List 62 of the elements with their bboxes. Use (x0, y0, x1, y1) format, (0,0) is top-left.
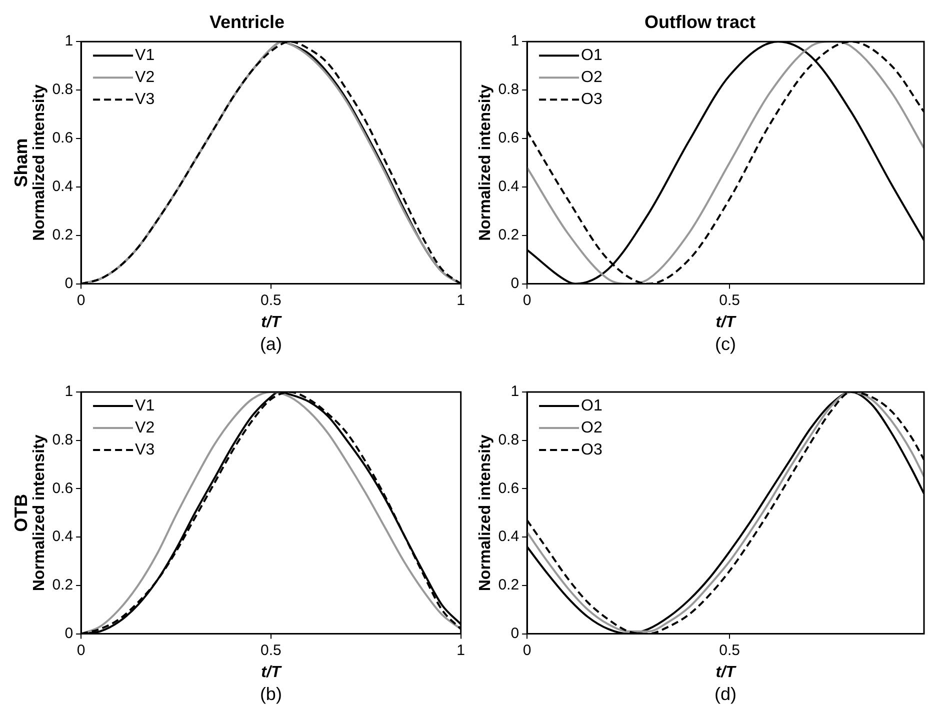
y-tick-label: 0.6 (52, 480, 74, 497)
legend-label: V2 (135, 69, 155, 86)
y-tick-label: 0.8 (52, 81, 74, 98)
y-tick-label: 1 (510, 32, 520, 50)
y-axis-title: Normalized intensity (31, 84, 48, 241)
text: (b) (260, 684, 282, 704)
legend-label: O2 (581, 419, 602, 436)
y-tick-label: 0.6 (52, 130, 74, 147)
y-tick-label: 0 (64, 274, 74, 292)
x-axis-title: t/T (716, 664, 737, 681)
x-tick-label: 1 (456, 642, 465, 659)
legend-label: V1 (135, 47, 155, 64)
legend-label: O3 (581, 441, 602, 458)
y-tick-label: 1 (510, 383, 520, 400)
y-axis-title: Normalized intensity (31, 434, 48, 592)
y-tick-label: 0 (64, 624, 74, 642)
legend-label: V2 (135, 419, 155, 436)
x-tick-label: 0.5 (260, 642, 282, 659)
x-tick-label: 0 (76, 292, 86, 309)
x-tick-label: 0.5 (719, 292, 740, 309)
x-axis-title: t/T (261, 664, 282, 681)
text: OTB (10, 494, 31, 532)
y-tick-label: 0 (510, 624, 520, 642)
y-tick-label: 0.8 (52, 432, 74, 448)
x-axis-title: t/T (261, 314, 282, 331)
legend-label: V3 (135, 91, 155, 108)
text: (c) (715, 334, 736, 354)
y-tick-label: 0.2 (52, 226, 74, 244)
x-tick-label: 0 (522, 292, 532, 309)
text: (d) (714, 684, 737, 704)
y-tick-label: 1 (64, 383, 74, 400)
y-tick-label: 0.6 (498, 130, 520, 147)
y-tick-label: 0.4 (52, 178, 74, 196)
y-tick-label: 0.4 (498, 528, 520, 546)
legend-label: V1 (135, 397, 155, 414)
legend-label: O3 (581, 91, 602, 108)
x-tick-label: 0.5 (719, 642, 740, 659)
chart-title: Outflow tract (644, 12, 756, 32)
legend-label: O1 (581, 47, 602, 64)
x-tick-label: 0 (76, 642, 86, 659)
y-tick-label: 0.4 (498, 178, 520, 196)
y-tick-label: 0.8 (498, 81, 520, 98)
legend-label: O1 (581, 397, 602, 414)
x-tick-label: 0.5 (260, 292, 282, 309)
y-tick-label: 0.2 (498, 576, 520, 594)
y-tick-label: 0.4 (52, 528, 74, 546)
y-tick-label: 0.2 (498, 226, 520, 244)
y-tick-label: 0.6 (498, 480, 520, 497)
text: (a) (260, 334, 282, 354)
y-tick-label: 0 (510, 274, 520, 292)
legend-label: O2 (581, 69, 602, 86)
x-tick-label: 0 (522, 642, 532, 659)
legend-label: V3 (135, 441, 155, 458)
x-axis-title: t/T (716, 314, 737, 331)
chart-title: Ventricle (209, 12, 285, 32)
y-tick-label: 0.2 (52, 576, 74, 594)
y-tick-label: 0.8 (498, 432, 520, 448)
y-axis-title: Normalized intensity (477, 84, 494, 241)
y-axis-title: Normalized intensity (477, 434, 494, 592)
y-tick-label: 1 (64, 32, 74, 50)
x-tick-label: 1 (456, 292, 465, 309)
text: Sham (10, 138, 31, 188)
